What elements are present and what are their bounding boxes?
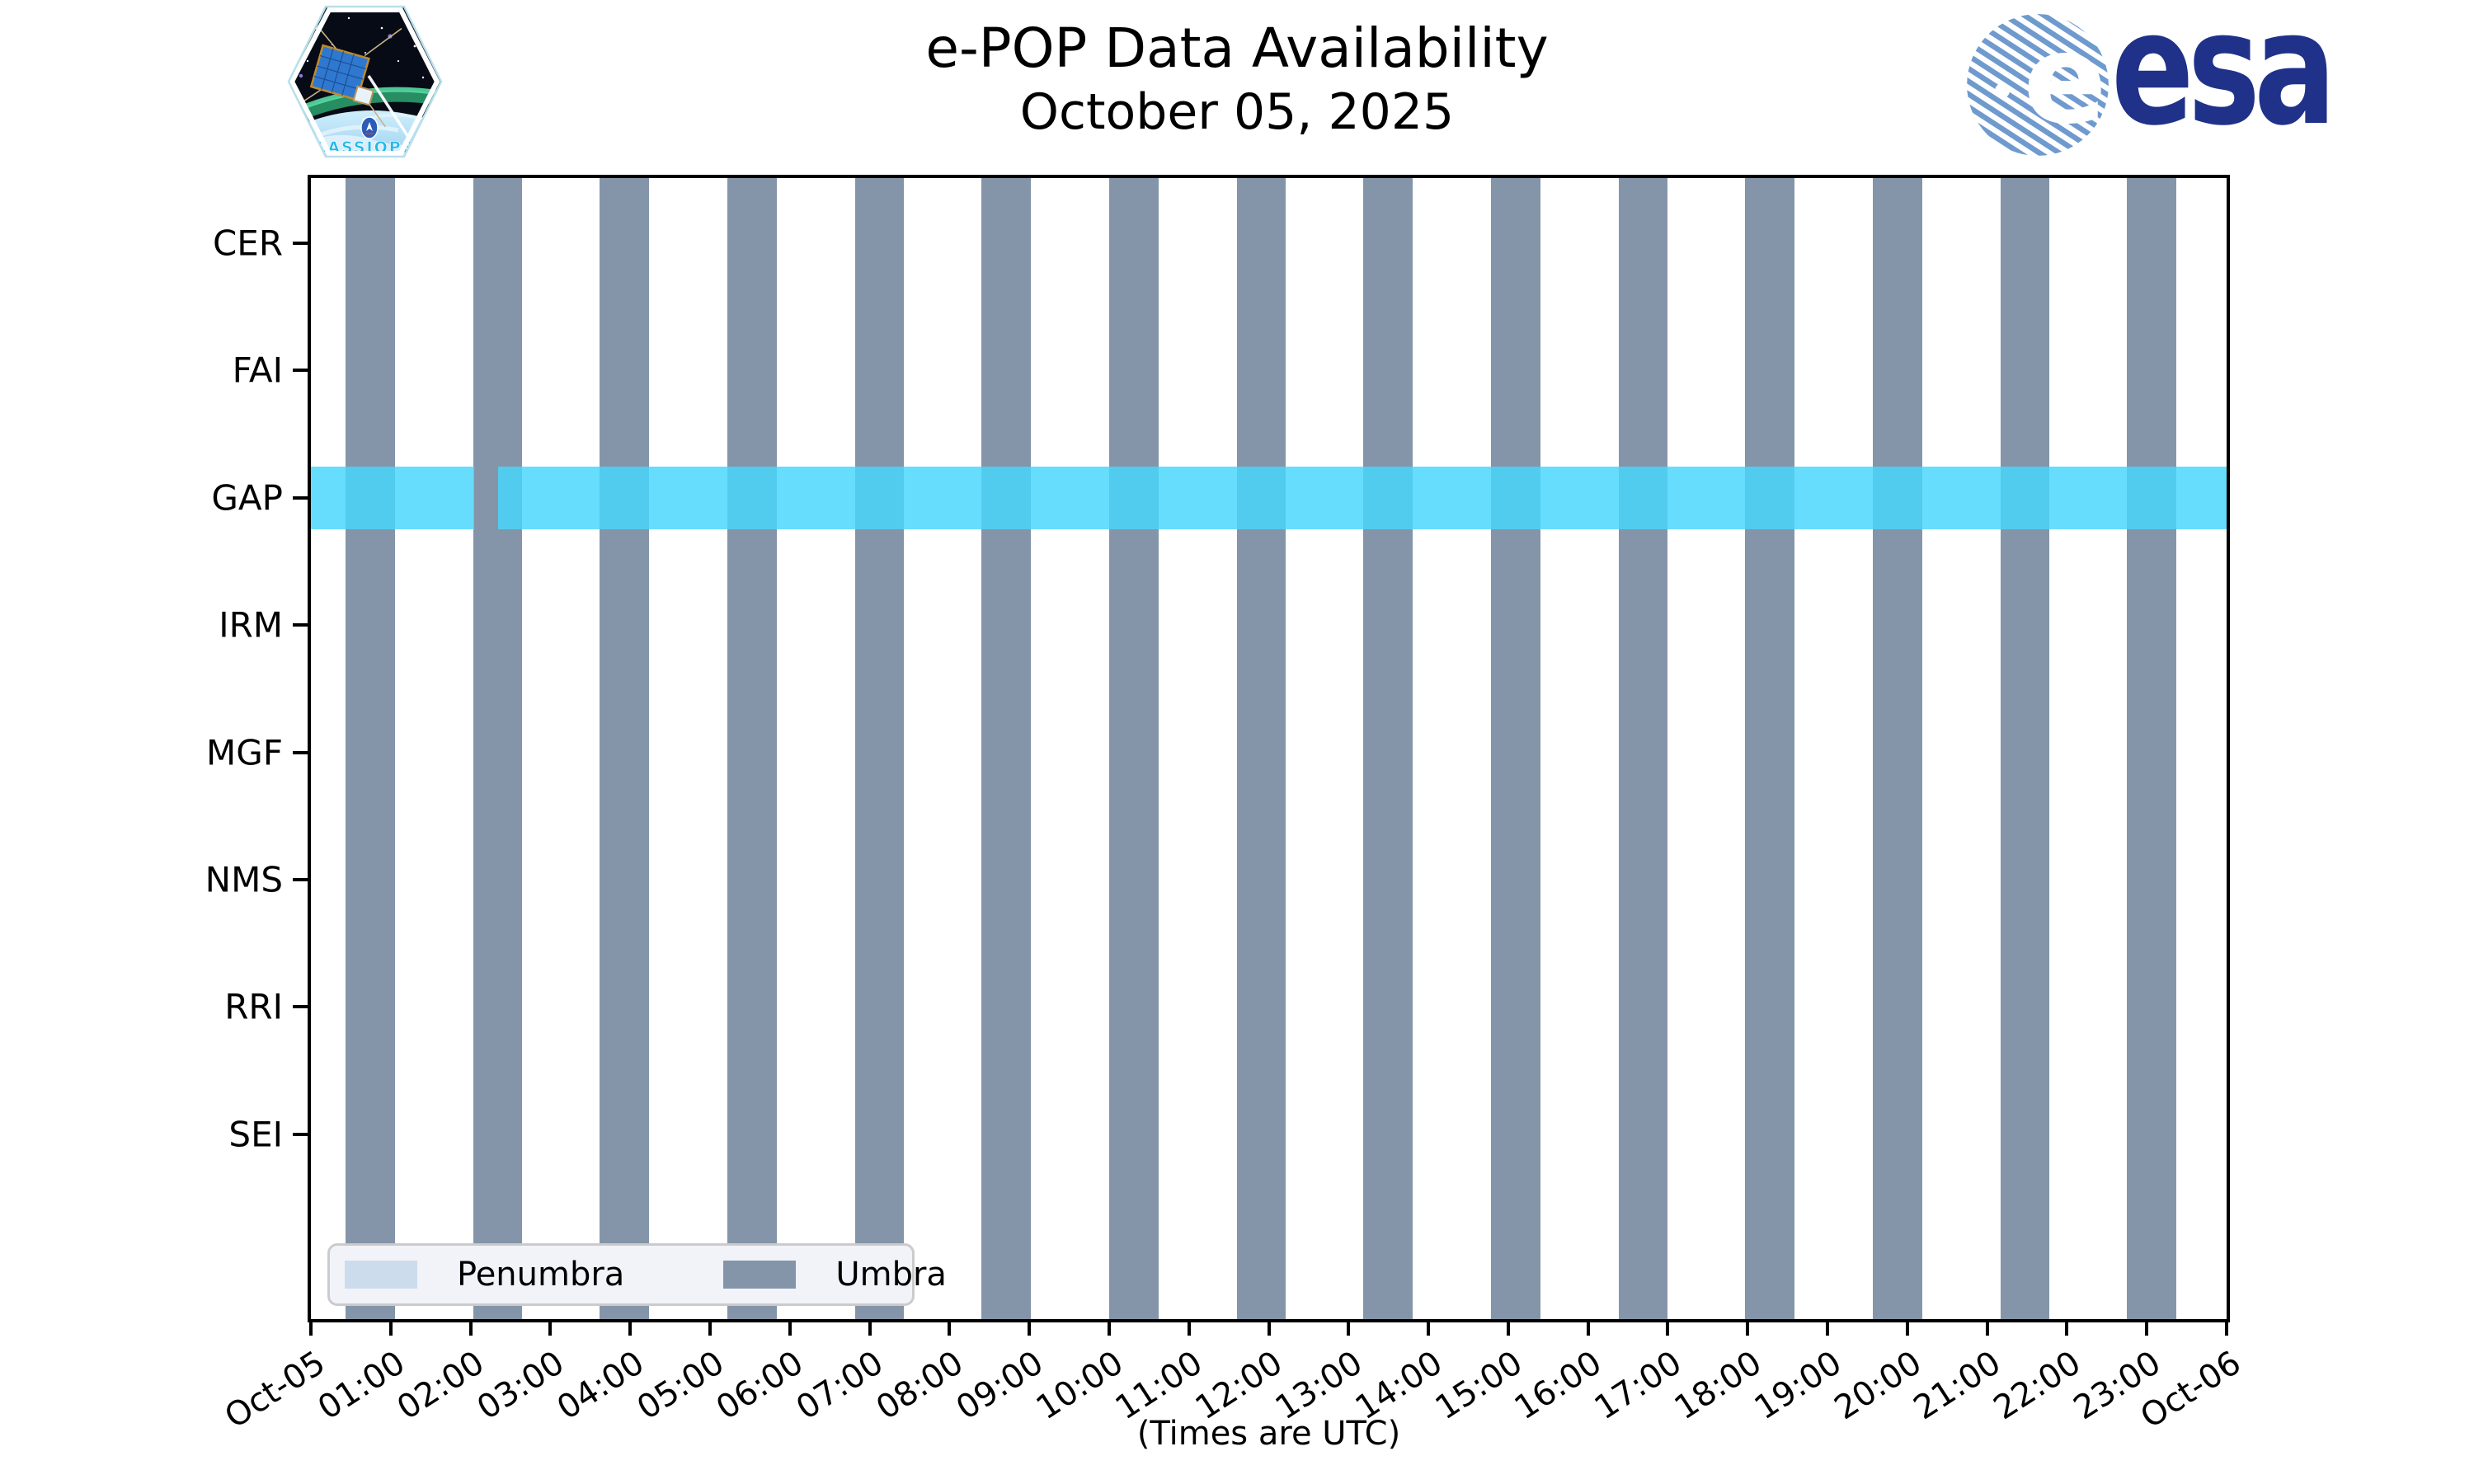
x-tick-4 — [628, 1319, 633, 1336]
y-tick-label-mgf: MGF — [206, 732, 283, 773]
y-tick-label-cer: CER — [212, 223, 283, 264]
legend: Penumbra Umbra — [327, 1243, 947, 1306]
umbra-band — [1363, 178, 1413, 1319]
legend-item-umbra: Umbra — [723, 1256, 947, 1294]
x-tick-15 — [1506, 1319, 1510, 1336]
penumbra-label: Penumbra — [457, 1256, 625, 1294]
legend-item-penumbra: Penumbra — [345, 1256, 624, 1294]
x-tick-8 — [948, 1319, 952, 1336]
umbra-band — [2000, 178, 2050, 1319]
patch-stars — [306, 16, 425, 79]
umbra-band — [473, 178, 523, 1319]
y-tick-label-sei: SEI — [228, 1114, 283, 1155]
umbra-band — [1236, 178, 1286, 1319]
umbra-band — [345, 178, 395, 1319]
y-tick-mgf — [293, 750, 311, 754]
chart-subtitle: October 05, 2025 — [1019, 83, 1455, 142]
umbra-band — [1108, 178, 1159, 1319]
x-tick-12 — [1267, 1319, 1271, 1336]
y-tick-irm — [293, 623, 311, 627]
x-tick-0 — [309, 1319, 313, 1336]
x-tick-11 — [1187, 1319, 1191, 1336]
chart-title: e-POP Data Availability — [925, 16, 1549, 80]
x-tick-9 — [1028, 1319, 1032, 1336]
y-tick-label-gap: GAP — [211, 477, 283, 519]
x-tick-18 — [1746, 1319, 1750, 1336]
availability-bar-gap — [311, 466, 475, 529]
esa-globe-icon: e — [1967, 12, 2109, 156]
umbra-band — [981, 178, 1031, 1319]
x-tick-5 — [708, 1319, 712, 1336]
x-tick-2 — [468, 1319, 473, 1336]
x-tick-17 — [1666, 1319, 1670, 1336]
availability-bar-gap — [498, 466, 2227, 529]
x-tick-20 — [1905, 1319, 1909, 1336]
umbra-band — [727, 178, 777, 1319]
x-tick-23 — [2145, 1319, 2149, 1336]
esa-logo: e esa — [1964, 0, 2336, 163]
cassiope-mission-patch: CASSIOPE — [287, 5, 443, 158]
plot-area: CER FAI GAP IRM MGF NMS RRI SEI Oct-05 01:00 02:00… — [205, 175, 2247, 1436]
x-tick-10 — [1107, 1319, 1111, 1336]
x-axis-caption: (Times are UTC) — [1136, 1415, 1401, 1453]
umbra-label: Umbra — [835, 1256, 947, 1294]
patch-beam — [367, 75, 410, 138]
umbra-band — [1490, 178, 1540, 1319]
y-tick-label-fai: FAI — [232, 350, 283, 391]
y-tick-fai — [293, 369, 311, 373]
esa-wordmark: esa — [2111, 0, 2336, 160]
umbra-band — [1872, 178, 1922, 1319]
penumbra-swatch — [345, 1261, 417, 1289]
y-tick-sei — [293, 1132, 311, 1136]
y-tick-gap — [293, 495, 311, 500]
y-tick-nms — [293, 878, 311, 881]
umbra-band — [2127, 178, 2176, 1319]
csa-logo — [360, 116, 379, 139]
x-tick-24 — [2225, 1319, 2228, 1336]
x-tick-22 — [2065, 1319, 2069, 1336]
y-tick-label-irm: IRM — [219, 604, 283, 646]
y-tick-label-nms: NMS — [205, 859, 283, 900]
y-tick-rri — [293, 1005, 311, 1009]
x-tick-14 — [1427, 1319, 1431, 1336]
umbra-band — [1745, 178, 1794, 1319]
umbra-swatch — [723, 1261, 797, 1289]
x-tick-7 — [868, 1319, 872, 1336]
x-tick-19 — [1826, 1319, 1830, 1336]
x-tick-6 — [788, 1319, 792, 1336]
y-tick-label-rri: RRI — [224, 986, 283, 1027]
band-layer — [311, 178, 2227, 1319]
x-tick-13 — [1347, 1319, 1351, 1336]
umbra-band — [1618, 178, 1668, 1319]
patch-inner-border — [289, 7, 440, 156]
title-block: e-POP Data Availability October 05, 2025 — [0, 0, 2474, 139]
patch-outer-border — [287, 5, 443, 158]
patch-star-bright-2 — [299, 73, 303, 78]
svg-text:e: e — [2023, 12, 2107, 152]
x-tick-1 — [388, 1319, 393, 1336]
y-tick-cer — [293, 242, 311, 245]
x-tick-21 — [1985, 1319, 1989, 1336]
x-tick-3 — [548, 1319, 553, 1336]
umbra-band — [854, 178, 905, 1319]
umbra-band — [600, 178, 649, 1319]
x-tick-16 — [1586, 1319, 1590, 1336]
